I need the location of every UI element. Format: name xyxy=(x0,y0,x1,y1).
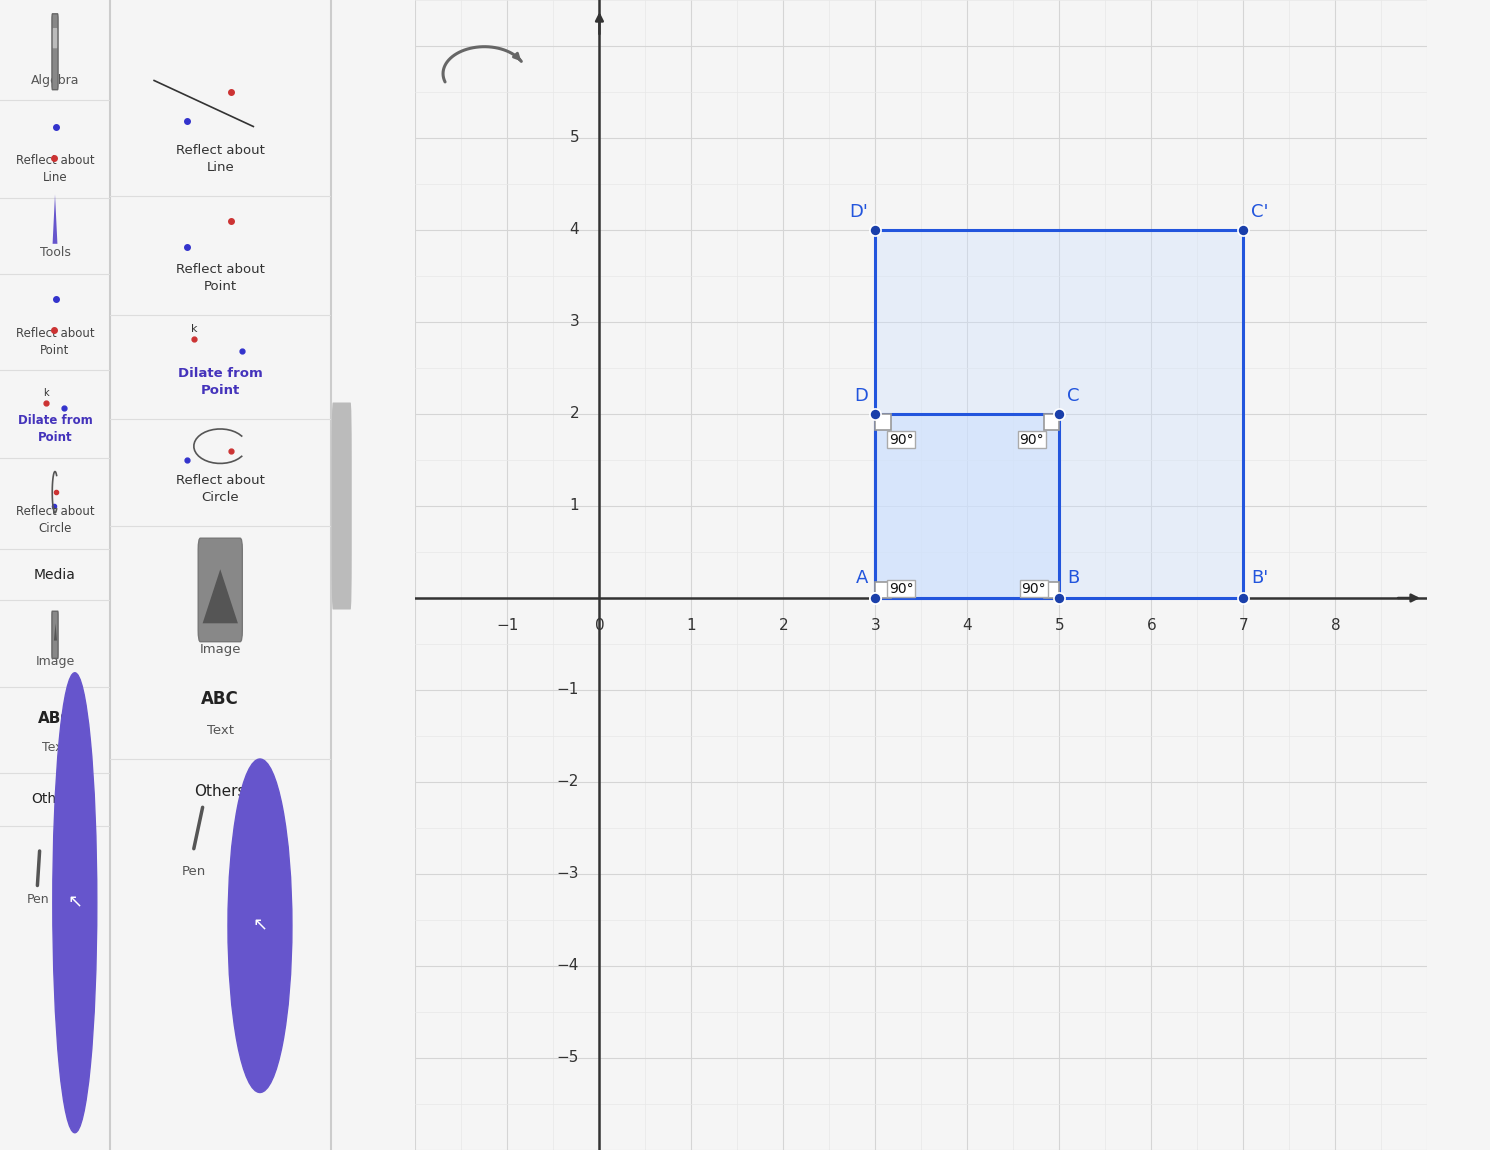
Text: Tools: Tools xyxy=(40,246,70,260)
Text: D: D xyxy=(854,386,869,405)
FancyBboxPatch shape xyxy=(332,402,352,610)
Text: 5: 5 xyxy=(1055,619,1064,634)
Text: B': B' xyxy=(1250,569,1268,586)
Text: 4: 4 xyxy=(569,222,580,238)
Text: 3: 3 xyxy=(870,619,881,634)
Circle shape xyxy=(228,759,292,1092)
Text: Text: Text xyxy=(207,723,234,737)
Polygon shape xyxy=(52,194,58,244)
Text: Reflect about
Point: Reflect about Point xyxy=(16,327,94,356)
Polygon shape xyxy=(54,623,57,641)
Text: Reflect about
Circle: Reflect about Circle xyxy=(176,474,265,504)
Text: Image: Image xyxy=(200,643,241,657)
Text: Reflect about
Circle: Reflect about Circle xyxy=(16,505,94,535)
Text: 7: 7 xyxy=(1238,619,1249,634)
Text: k: k xyxy=(191,324,197,333)
Text: Reflect about
Line: Reflect about Line xyxy=(16,154,94,184)
Text: Media: Media xyxy=(34,568,76,582)
FancyBboxPatch shape xyxy=(52,28,57,48)
Text: Pen: Pen xyxy=(27,892,49,906)
Text: ABC: ABC xyxy=(201,690,238,708)
Text: 2: 2 xyxy=(779,619,788,634)
Text: 4: 4 xyxy=(963,619,973,634)
Text: Media: Media xyxy=(197,550,243,566)
FancyBboxPatch shape xyxy=(198,538,243,642)
Text: 90°: 90° xyxy=(890,582,913,596)
Text: k: k xyxy=(43,389,49,398)
Text: C: C xyxy=(1067,386,1079,405)
Text: 0: 0 xyxy=(595,619,605,634)
Polygon shape xyxy=(876,414,891,430)
Text: −1: −1 xyxy=(496,619,519,634)
Text: A: A xyxy=(855,569,869,586)
Text: 8: 8 xyxy=(1331,619,1340,634)
Polygon shape xyxy=(1044,582,1059,598)
Text: 90°: 90° xyxy=(890,432,913,446)
Text: −1: −1 xyxy=(557,682,580,698)
Text: Text: Text xyxy=(42,741,67,754)
FancyBboxPatch shape xyxy=(52,612,58,658)
Polygon shape xyxy=(203,569,238,623)
Text: −2: −2 xyxy=(557,774,580,790)
Text: Others: Others xyxy=(31,792,79,806)
FancyBboxPatch shape xyxy=(52,14,58,90)
Text: 2: 2 xyxy=(569,406,580,422)
Text: Dilate from
Point: Dilate from Point xyxy=(177,367,262,397)
Text: −3: −3 xyxy=(557,866,580,882)
Text: ↖: ↖ xyxy=(252,917,268,935)
Polygon shape xyxy=(876,230,1244,598)
Text: 3: 3 xyxy=(569,314,580,330)
Polygon shape xyxy=(876,414,1059,598)
Text: ↖: ↖ xyxy=(67,894,82,912)
Text: 90°: 90° xyxy=(1021,582,1046,596)
Text: 6: 6 xyxy=(1147,619,1156,634)
Text: Image: Image xyxy=(36,654,74,668)
Text: C': C' xyxy=(1250,202,1268,221)
Text: 1: 1 xyxy=(569,498,580,514)
Text: Others: Others xyxy=(195,783,246,799)
Text: 1: 1 xyxy=(687,619,696,634)
Text: −5: −5 xyxy=(557,1050,580,1066)
Text: B: B xyxy=(1067,569,1079,586)
Text: ABC: ABC xyxy=(37,711,72,727)
Text: −4: −4 xyxy=(557,958,580,974)
Text: 90°: 90° xyxy=(1019,432,1044,446)
Text: D': D' xyxy=(849,202,869,221)
Text: Reflect about
Point: Reflect about Point xyxy=(176,263,265,293)
Polygon shape xyxy=(1044,414,1059,430)
Text: 5: 5 xyxy=(569,130,580,146)
Circle shape xyxy=(52,673,97,1133)
Text: Reflect about
Line: Reflect about Line xyxy=(176,144,265,174)
Text: Pen: Pen xyxy=(182,865,206,879)
Polygon shape xyxy=(876,582,891,598)
Text: Dilate from
Point: Dilate from Point xyxy=(18,414,92,444)
Text: Algebra: Algebra xyxy=(31,74,79,87)
